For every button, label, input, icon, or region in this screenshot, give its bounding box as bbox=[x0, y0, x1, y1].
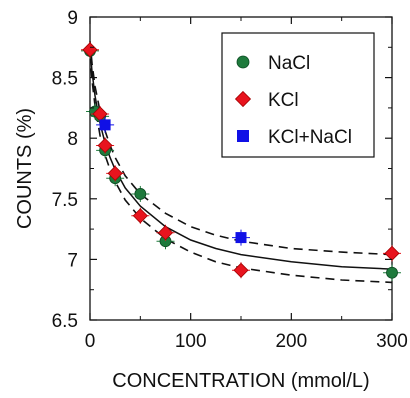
x-tick-label: 300 bbox=[376, 331, 408, 352]
legend-marker-square bbox=[237, 130, 249, 142]
axis-ticks: 0 100 200 300 6.5 7 7.5 8 8.5 9 bbox=[52, 8, 408, 352]
legend: NaCl KCl KCl+NaCl bbox=[221, 32, 375, 158]
legend-marker-circle bbox=[236, 55, 250, 69]
y-tick-label: 8.5 bbox=[52, 69, 78, 90]
data-point-circle bbox=[386, 266, 398, 279]
data-point-diamond bbox=[132, 208, 148, 224]
x-tick-label: 0 bbox=[85, 331, 96, 352]
legend-label: KCl bbox=[268, 90, 299, 111]
data-point-diamond bbox=[233, 262, 249, 278]
data-point-diamond bbox=[384, 245, 400, 261]
confidence-band-curve bbox=[89, 41, 393, 256]
x-tick-label: 200 bbox=[275, 331, 307, 352]
data-points bbox=[81, 41, 401, 281]
y-tick-label: 8 bbox=[67, 129, 78, 150]
legend-marker-diamond bbox=[234, 90, 252, 108]
legend-label: KCl+NaCl bbox=[268, 127, 352, 148]
data-point-square bbox=[235, 232, 247, 244]
y-axis-title: COUNTS (%) bbox=[14, 108, 36, 229]
y-tick-label: 7 bbox=[67, 250, 78, 271]
data-point-diamond bbox=[107, 165, 123, 181]
data-point-diamond bbox=[82, 42, 98, 58]
data-point-diamond bbox=[97, 137, 113, 154]
y-tick-label: 7.5 bbox=[52, 190, 78, 211]
x-axis-title: CONCENTRATION (mmol/L) bbox=[112, 370, 369, 392]
y-tick-label: 6.5 bbox=[52, 311, 78, 332]
legend-label: NaCl bbox=[268, 53, 310, 74]
y-tick-label: 9 bbox=[67, 8, 78, 29]
data-point-square bbox=[99, 119, 111, 131]
x-tick-label: 100 bbox=[175, 331, 207, 352]
data-point-circle bbox=[134, 188, 147, 200]
data-point-diamond bbox=[157, 225, 174, 241]
